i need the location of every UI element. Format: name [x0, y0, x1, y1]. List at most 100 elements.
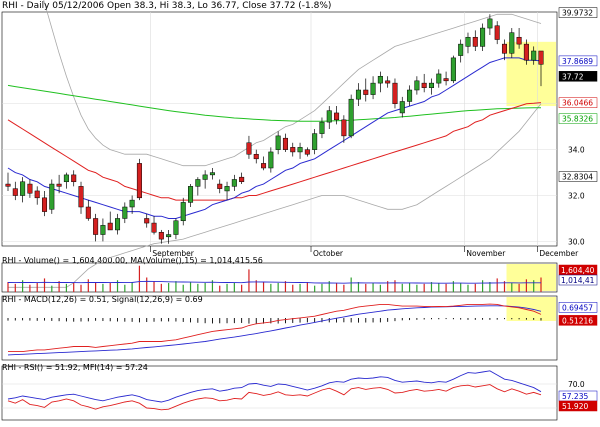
- price-tick-label: 34.0: [568, 146, 585, 155]
- candle-body: [355, 89, 361, 100]
- candle-body: [129, 199, 135, 208]
- macd-panel-label: RHI - MACD(12,26) = 0.51, Signal(12,26,9…: [2, 295, 203, 304]
- candle-body: [348, 98, 354, 137]
- bollinger-lower-band: [8, 103, 542, 288]
- price-value-tag: [558, 97, 598, 108]
- rsi-value-label: 57.235: [562, 392, 588, 401]
- macd-value-label: 0.51216: [562, 316, 593, 325]
- candle-body: [122, 206, 128, 219]
- price-tick-label: 32.0: [568, 192, 585, 201]
- candle-body: [487, 18, 493, 29]
- rsi-panel-frame: [1, 365, 558, 421]
- candle-body: [34, 190, 40, 199]
- price-value-tag: [558, 71, 598, 82]
- price-value-label: 35.8326: [562, 115, 593, 124]
- macd-signal-line: [7, 305, 542, 356]
- candle-body: [136, 163, 142, 199]
- candle-body: [56, 183, 62, 187]
- price-tick-label: 30.0: [568, 237, 585, 246]
- price-value-tag: [558, 171, 598, 182]
- candle-body: [458, 43, 464, 56]
- candle-body: [20, 181, 26, 196]
- candle-body: [188, 186, 194, 203]
- chart-header: RHI - Daily 05/12/2006 Open 38.3, Hi 38.…: [2, 1, 331, 11]
- x-axis-label: September: [152, 249, 194, 258]
- candle-body: [334, 112, 340, 121]
- candle-body: [399, 101, 405, 114]
- candle-body: [363, 89, 369, 95]
- candle-body: [100, 225, 106, 235]
- candle-body: [414, 80, 420, 91]
- candle-body: [49, 183, 55, 210]
- candle-body: [115, 218, 121, 231]
- x-axis-label: December: [539, 249, 579, 258]
- price-panel-frame: [1, 11, 558, 247]
- candle-body: [268, 151, 274, 169]
- macd-value-tag: [558, 315, 598, 326]
- candle-body: [195, 179, 201, 187]
- candle-body: [304, 149, 310, 155]
- candle-body: [217, 183, 223, 189]
- candle-body: [41, 197, 48, 212]
- price-value-label: 32.8304: [562, 172, 593, 181]
- price-value-tag: [558, 55, 598, 67]
- candle-body: [428, 82, 434, 88]
- volume-panel-label: RHI - Volume() = 1,604,400.00, MA(Volume…: [2, 256, 263, 265]
- candle-body: [501, 43, 508, 54]
- ma-long-line: [7, 84, 541, 122]
- candle-body: [27, 183, 33, 194]
- price-value-label: 37.72: [562, 72, 584, 81]
- macd-value-tag: [558, 302, 598, 313]
- candle-body: [71, 174, 77, 183]
- price-value-label: 39.9732: [562, 9, 593, 18]
- candle-body: [392, 82, 398, 105]
- macd-panel-frame: [1, 295, 558, 361]
- candle-body: [377, 75, 383, 84]
- price-value-tag: [558, 7, 598, 18]
- candle-body: [290, 147, 296, 153]
- candle-body: [326, 110, 332, 123]
- candle-body: [297, 147, 303, 153]
- candle-body: [107, 222, 113, 231]
- candle-body: [385, 80, 391, 84]
- candle-body: [538, 50, 544, 65]
- rsi-value-tag: [558, 400, 598, 412]
- price-value-label: 36.0466: [562, 99, 593, 108]
- candle-body: [531, 50, 537, 61]
- candle-body: [275, 135, 281, 150]
- macd-value-label: 0.69457: [562, 303, 593, 312]
- candle-body: [166, 234, 172, 238]
- candle-body: [78, 186, 84, 208]
- candle-body: [312, 133, 318, 150]
- candle-body: [472, 36, 478, 47]
- candle-body: [443, 78, 449, 82]
- candle-body: [209, 172, 215, 176]
- candle-body: [282, 137, 288, 150]
- ma-short-line: [7, 57, 542, 219]
- candle-body: [261, 163, 267, 169]
- candle-body: [450, 57, 456, 82]
- candle-body: [173, 220, 179, 235]
- candle-body: [523, 43, 529, 61]
- candle-body: [5, 183, 11, 187]
- volume-ma-line: [7, 280, 541, 284]
- candle-body: [151, 222, 157, 233]
- x-axis-label: November: [466, 249, 506, 258]
- candle-body: [370, 82, 376, 95]
- candle-body: [93, 218, 99, 235]
- candle-body: [319, 121, 325, 134]
- candle-body: [421, 82, 427, 88]
- macd-line: [8, 303, 542, 353]
- candle-body: [180, 202, 186, 222]
- candle-body: [253, 153, 259, 160]
- candle-body: [494, 25, 500, 40]
- mfi-line: [7, 370, 542, 403]
- candle-body: [63, 174, 69, 183]
- candle-body: [480, 27, 486, 47]
- volume-value-label: 1,014,41: [561, 276, 595, 285]
- candle-body: [12, 188, 18, 196]
- price-value-tag: [558, 113, 598, 124]
- candle-body: [509, 32, 515, 54]
- volume-highlight-box: [506, 264, 556, 291]
